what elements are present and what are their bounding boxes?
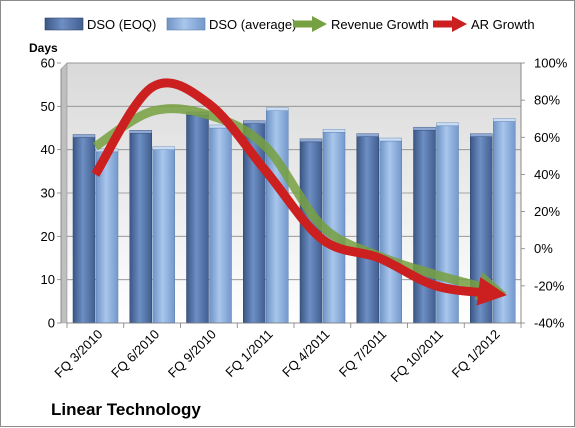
bar-top-dso-eoq bbox=[470, 133, 493, 137]
line-revenue-growth bbox=[92, 104, 507, 300]
legend-swatch-revenue-growth bbox=[293, 16, 327, 32]
y-tick-label: 40 bbox=[41, 142, 55, 157]
x-tick-label: FQ 10/2011 bbox=[388, 327, 446, 385]
bar-dso-average bbox=[209, 127, 232, 324]
bar-dso-eoq bbox=[72, 137, 96, 324]
bar-dso-average bbox=[95, 151, 119, 324]
legend: DSO (EOQ) DSO (average) Revenue Growth A… bbox=[44, 16, 535, 32]
line-ar-growth bbox=[91, 78, 507, 306]
y2-tick-label: -40% bbox=[534, 316, 565, 331]
y-tick-label: 20 bbox=[41, 229, 55, 244]
y2-tick-label: 20% bbox=[534, 204, 560, 219]
bar-dso-average bbox=[266, 110, 289, 324]
legend-label-dso-eoq: DSO (EOQ) bbox=[87, 17, 156, 32]
company-name: Linear Technology bbox=[51, 400, 201, 419]
y-axis-ticks: 0 10 20 30 40 50 60 bbox=[41, 56, 62, 331]
bar-dso-eoq bbox=[413, 129, 436, 324]
legend-label-ar-growth: AR Growth bbox=[471, 17, 535, 32]
bar-dso-average bbox=[379, 140, 402, 324]
y2-tick-label: 100% bbox=[534, 56, 568, 71]
bar-top-dso-average bbox=[152, 146, 175, 150]
x-tick-label: FQ 9/2010 bbox=[165, 327, 219, 381]
y2-tick-label: 0% bbox=[534, 241, 553, 256]
y-tick-label: 0 bbox=[48, 316, 55, 331]
x-axis-ticks: FQ 3/2010 FQ 6/2010 FQ 9/2010 FQ 1/2011 FQ 4… bbox=[51, 322, 522, 385]
bar-dso-eoq bbox=[356, 136, 379, 324]
bar-top-dso-eoq bbox=[72, 134, 96, 138]
y2-tick-label: 40% bbox=[534, 167, 560, 182]
bar-top-dso-average bbox=[493, 118, 516, 122]
y2-tick-label: -20% bbox=[534, 278, 565, 293]
bar-top-dso-eoq bbox=[299, 138, 323, 143]
y2-axis-ticks: -40% -20% 0% 20% 40% 60% 80% 100% bbox=[520, 56, 568, 331]
y-tick-label: 30 bbox=[41, 186, 55, 201]
y-tick-label: 50 bbox=[41, 99, 55, 114]
bar-dso-eoq bbox=[186, 114, 209, 324]
bar-top-dso-average bbox=[322, 129, 346, 133]
legend-swatch-dso-eoq bbox=[44, 17, 84, 31]
legend-swatch-ar-growth bbox=[433, 16, 467, 32]
legend-label-dso-average: DSO (average) bbox=[209, 17, 296, 32]
bar-top-dso-eoq bbox=[129, 129, 152, 134]
bar-top-dso-average bbox=[436, 122, 459, 127]
legend-label-revenue-growth: Revenue Growth bbox=[331, 17, 429, 32]
plot-side-wall bbox=[60, 62, 68, 324]
x-tick-label: FQ 3/2010 bbox=[51, 327, 105, 381]
legend-swatch-dso-average bbox=[166, 17, 206, 31]
x-tick-label: FQ 6/2010 bbox=[108, 327, 162, 381]
y2-tick-label: 80% bbox=[534, 93, 560, 108]
x-tick-label: FQ 4/2011 bbox=[279, 327, 332, 380]
y-tick-label: 60 bbox=[41, 56, 55, 71]
y-tick-label: 10 bbox=[41, 272, 55, 287]
x-tick-label: FQ 1/2012 bbox=[449, 327, 503, 381]
bar-dso-eoq bbox=[129, 132, 152, 324]
bar-dso-average bbox=[493, 121, 516, 324]
x-tick-label: FQ 1/2011 bbox=[222, 327, 275, 380]
x-tick-label: FQ 7/2011 bbox=[336, 327, 389, 380]
bar-top-dso-eoq bbox=[243, 120, 266, 124]
bar-dso-average bbox=[152, 149, 175, 324]
bar-top-dso-eoq bbox=[413, 126, 436, 131]
growth-lines bbox=[91, 78, 507, 306]
bar-top-dso-average bbox=[266, 107, 289, 111]
y2-tick-label: 60% bbox=[534, 130, 560, 145]
y-axis-title: Days bbox=[29, 41, 58, 55]
bar-top-dso-average bbox=[379, 137, 402, 142]
bar-top-dso-eoq bbox=[356, 133, 379, 137]
